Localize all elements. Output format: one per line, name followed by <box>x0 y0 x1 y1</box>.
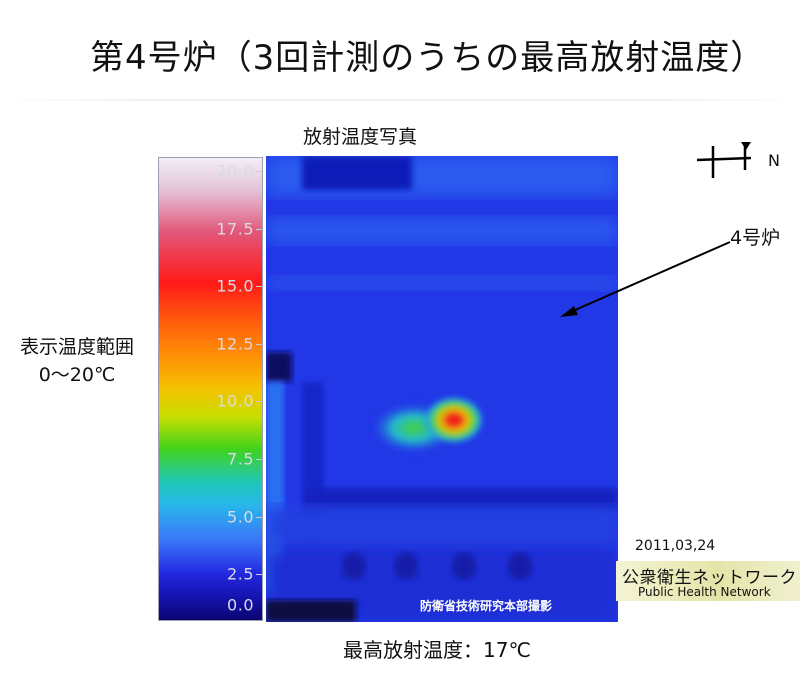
temperature-color-scale: 20.0 17.5 15.0 12.5 10.0 7.5 5.0 2.5 0.0 <box>158 157 263 621</box>
reactor-label: 4号炉 <box>730 227 781 249</box>
scale-tick-0: 0.0 <box>227 595 254 615</box>
scale-tick-20: 20.0 <box>216 161 254 181</box>
scale-tickmark <box>256 344 262 345</box>
scale-tickmark <box>256 574 262 575</box>
max-temperature-label: 最高放射温度：17℃ <box>343 638 531 662</box>
scale-tick-12-5: 12.5 <box>216 334 254 354</box>
organization-logo: 公衆衛生ネットワーク Public Health Network <box>616 561 800 601</box>
scale-tick-5: 5.0 <box>227 507 254 527</box>
capture-date: 2011,03,24 <box>635 538 716 554</box>
organization-name-jp: 公衆衛生ネットワーク <box>622 568 797 588</box>
scale-tick-15: 15.0 <box>216 276 254 296</box>
scale-tick-7-5: 7.5 <box>227 449 254 469</box>
range-label-line2: 0〜20℃ <box>38 364 116 386</box>
thermal-image: 防衛省技術研究本部撮影 <box>266 156 618 622</box>
compass-north-label: N <box>768 151 780 170</box>
photo-caption: 放射温度写真 <box>303 126 418 148</box>
range-label-line1: 表示温度範囲 <box>19 336 134 358</box>
thermal-image-graphic <box>266 156 618 622</box>
scale-tick-10: 10.0 <box>216 391 254 411</box>
photo-credit: 防衛省技術研究本部撮影 <box>420 599 553 613</box>
scale-tickmark <box>256 517 262 518</box>
scale-tickmark <box>256 229 262 230</box>
organization-name-en: Public Health Network <box>638 585 771 599</box>
scale-tickmark <box>256 459 262 460</box>
page-title: 第4号炉（3回計測のうちの最高放射温度） <box>90 38 766 78</box>
compass-north-icon <box>696 142 752 178</box>
scale-tickmark <box>256 286 262 287</box>
reactor-pointer-arrow <box>560 241 731 317</box>
scale-tick-17-5: 17.5 <box>216 219 254 239</box>
title-divider <box>0 99 803 101</box>
scale-tickmark <box>256 401 262 402</box>
scale-tick-2-5: 2.5 <box>227 564 254 584</box>
temperature-range-label: 表示温度範囲 0〜20℃ <box>2 333 152 389</box>
scale-tickmark <box>256 171 262 172</box>
